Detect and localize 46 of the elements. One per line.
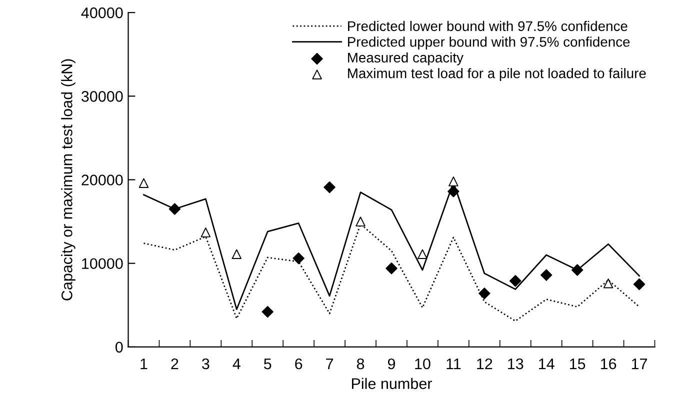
point [510,275,522,287]
x-tick-label: 16 [600,358,616,370]
x-tick-label: 9 [388,358,396,370]
x-tick-label: 5 [264,358,272,370]
x-tick-label: 7 [326,358,334,370]
point [603,278,614,288]
x-tick-label: 6 [295,358,302,370]
point [168,203,181,215]
y-tick-label: 40000 [81,7,123,18]
x-tick-label: 10 [415,358,430,370]
point [292,252,304,264]
point [571,264,584,276]
y-tick-label: 10000 [82,258,123,270]
point [418,249,428,260]
x-tick-label: 11 [446,358,461,370]
x-axis-title: Pile number [352,378,432,390]
y-tick-label: 30000 [81,91,123,102]
x-tick-label: 1 [140,358,148,370]
legend-label: Predicted lower bound with 97.5% confidence [348,20,628,32]
x-tick-label: 15 [570,358,586,370]
y-tick-label: 0 [115,342,123,353]
x-tick-label: 2 [171,358,178,370]
y-axis-title: Capacity or maximum test load (kN) [61,59,76,300]
point [200,228,211,238]
point [356,216,366,226]
point [448,186,460,198]
point [633,278,646,290]
y-tick-label: 20000 [82,174,123,186]
point [448,176,458,186]
point [540,269,552,281]
point [386,262,398,274]
x-tick-label: 4 [232,358,240,370]
x-tick-label: 8 [356,358,364,370]
x-tick-label: 3 [202,358,210,370]
legend-label: Measured capacity [348,52,464,66]
point [232,249,242,260]
x-tick-label: 17 [632,358,647,370]
point [324,181,336,194]
legend-label: Maximum test load for a pile not loaded to failure [348,68,646,81]
legend-label: Predicted upper bound with 97.5% confidence [348,36,630,50]
point [138,178,149,188]
x-tick-label: 14 [539,358,554,370]
point [262,306,274,318]
point [478,288,490,300]
x-tick-label: 12 [477,358,492,370]
x-tick-label: 13 [508,358,524,370]
